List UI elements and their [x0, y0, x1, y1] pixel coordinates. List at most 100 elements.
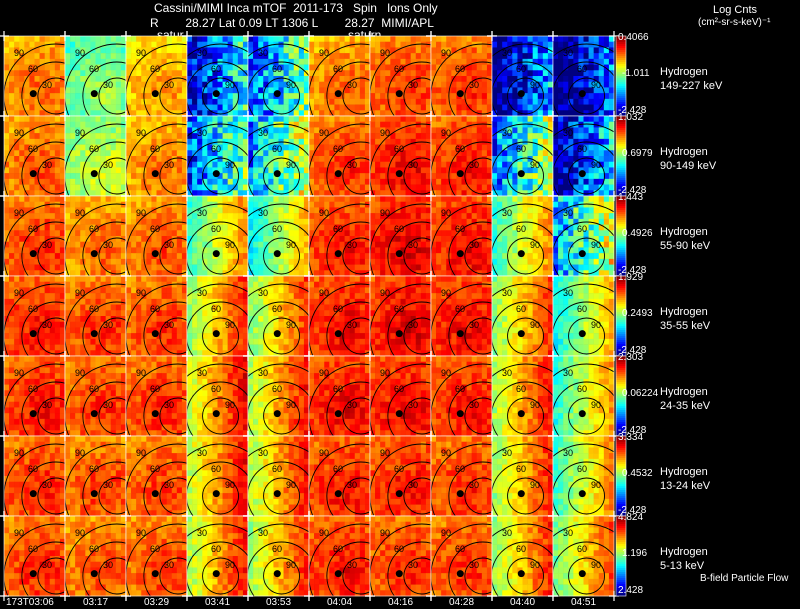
heatmap-cell — [314, 81, 320, 88]
heatmap-cell — [105, 70, 112, 77]
heatmap-cell — [339, 104, 345, 111]
heatmap-cell — [303, 53, 310, 60]
heatmap-cell — [217, 184, 223, 191]
heatmap-cell — [222, 253, 228, 260]
heatmap-cell — [197, 264, 203, 271]
colorbar-segment — [616, 62, 626, 65]
heatmap-cell — [181, 58, 188, 65]
heatmap-cell — [359, 81, 366, 88]
heatmap-cell — [380, 247, 386, 254]
heatmap-cell — [232, 121, 239, 128]
heatmap-cell — [136, 121, 142, 128]
heatmap-cell — [54, 253, 61, 260]
heatmap-cell — [288, 76, 295, 83]
heatmap-cell — [110, 127, 117, 134]
heatmap-cell — [14, 116, 20, 123]
heatmap-cell — [110, 253, 117, 260]
heatmap-cell — [202, 58, 208, 65]
heatmap-cell — [156, 218, 162, 225]
heatmap-cell — [207, 196, 213, 203]
heatmap-cell — [85, 41, 91, 48]
heatmap-cell — [100, 116, 106, 123]
heatmap-cell — [151, 138, 157, 145]
heatmap-cell — [120, 213, 127, 220]
heatmap-cell — [100, 121, 106, 128]
heatmap-cell — [375, 76, 381, 83]
heatmap-cell — [110, 133, 117, 140]
heatmap-cell — [329, 104, 335, 111]
heatmap-cell — [558, 167, 564, 174]
heatmap-cell — [232, 201, 239, 208]
contour-line — [37, 77, 65, 115]
heatmap-cell — [126, 264, 132, 271]
heatmap-cell — [522, 47, 528, 54]
heatmap-cell — [9, 116, 15, 123]
heatmap-cell — [288, 207, 295, 214]
heatmap-cell — [120, 184, 127, 191]
heatmap-cell — [603, 127, 610, 134]
heatmap-cell — [497, 58, 503, 65]
heatmap-cell — [242, 213, 249, 220]
heatmap-cell — [105, 138, 112, 145]
heatmap-cell — [9, 253, 15, 260]
heatmap-cell — [59, 64, 66, 71]
heatmap-cell — [258, 218, 264, 225]
heatmap-cell — [395, 201, 401, 208]
heatmap-cell — [197, 224, 203, 231]
contour-line — [187, 141, 248, 196]
heatmap-cell — [80, 41, 86, 48]
heatmap-cell — [9, 41, 15, 48]
heatmap-cell — [120, 47, 127, 54]
heatmap-cell — [420, 156, 427, 163]
heatmap-cell — [263, 47, 269, 54]
heatmap-cell — [278, 253, 284, 260]
heatmap-cell — [176, 110, 183, 117]
heatmap-cell — [431, 47, 437, 54]
colorbar-segment — [616, 182, 626, 185]
heatmap-cell — [390, 230, 396, 237]
heatmap-cell — [253, 156, 259, 163]
heatmap-cell — [507, 133, 513, 140]
contour-line — [387, 61, 431, 116]
heatmap-cell — [141, 36, 147, 43]
heatmap-cell — [253, 167, 259, 174]
heatmap-cell — [522, 133, 528, 140]
heatmap-cell — [400, 70, 406, 77]
heatmap-cell — [120, 116, 127, 123]
heatmap-cell — [309, 196, 315, 203]
heatmap-cell — [359, 104, 366, 111]
heatmap-cell — [492, 36, 498, 43]
heatmap-cell — [24, 138, 30, 145]
contour-label: 30 — [42, 160, 52, 170]
heatmap-cell — [207, 184, 213, 191]
heatmap-cell — [141, 207, 147, 214]
heatmap-cell — [166, 156, 173, 163]
heatmap-cell — [222, 241, 228, 248]
heatmap-cell — [80, 156, 86, 163]
heatmap-cell — [54, 178, 61, 185]
heatmap-cell — [248, 36, 254, 43]
heatmap-cell — [573, 70, 579, 77]
heatmap-cell — [80, 196, 86, 203]
heatmap-cell — [481, 70, 488, 77]
contour-label: 90 — [380, 208, 390, 218]
heatmap-cell — [24, 196, 30, 203]
heatmap-cell — [553, 93, 559, 100]
heatmap-cell — [436, 150, 442, 157]
heatmap-cell — [59, 218, 66, 225]
heatmap-cell — [207, 241, 213, 248]
heatmap-cell — [242, 167, 249, 174]
heatmap-cell — [95, 196, 101, 203]
heatmap-cell — [537, 133, 544, 140]
heatmap-cell — [364, 133, 371, 140]
heatmap-cell — [212, 36, 218, 43]
heatmap-cell — [339, 241, 345, 248]
heatmap-cell — [59, 207, 66, 214]
heatmap-cell — [187, 81, 193, 88]
contour-label: 30 — [563, 128, 573, 138]
heatmap-cell — [115, 110, 122, 117]
heatmap-cell — [49, 144, 56, 151]
heatmap-cell — [131, 81, 137, 88]
contour-line — [492, 43, 553, 57]
heatmap-cell — [573, 161, 579, 168]
